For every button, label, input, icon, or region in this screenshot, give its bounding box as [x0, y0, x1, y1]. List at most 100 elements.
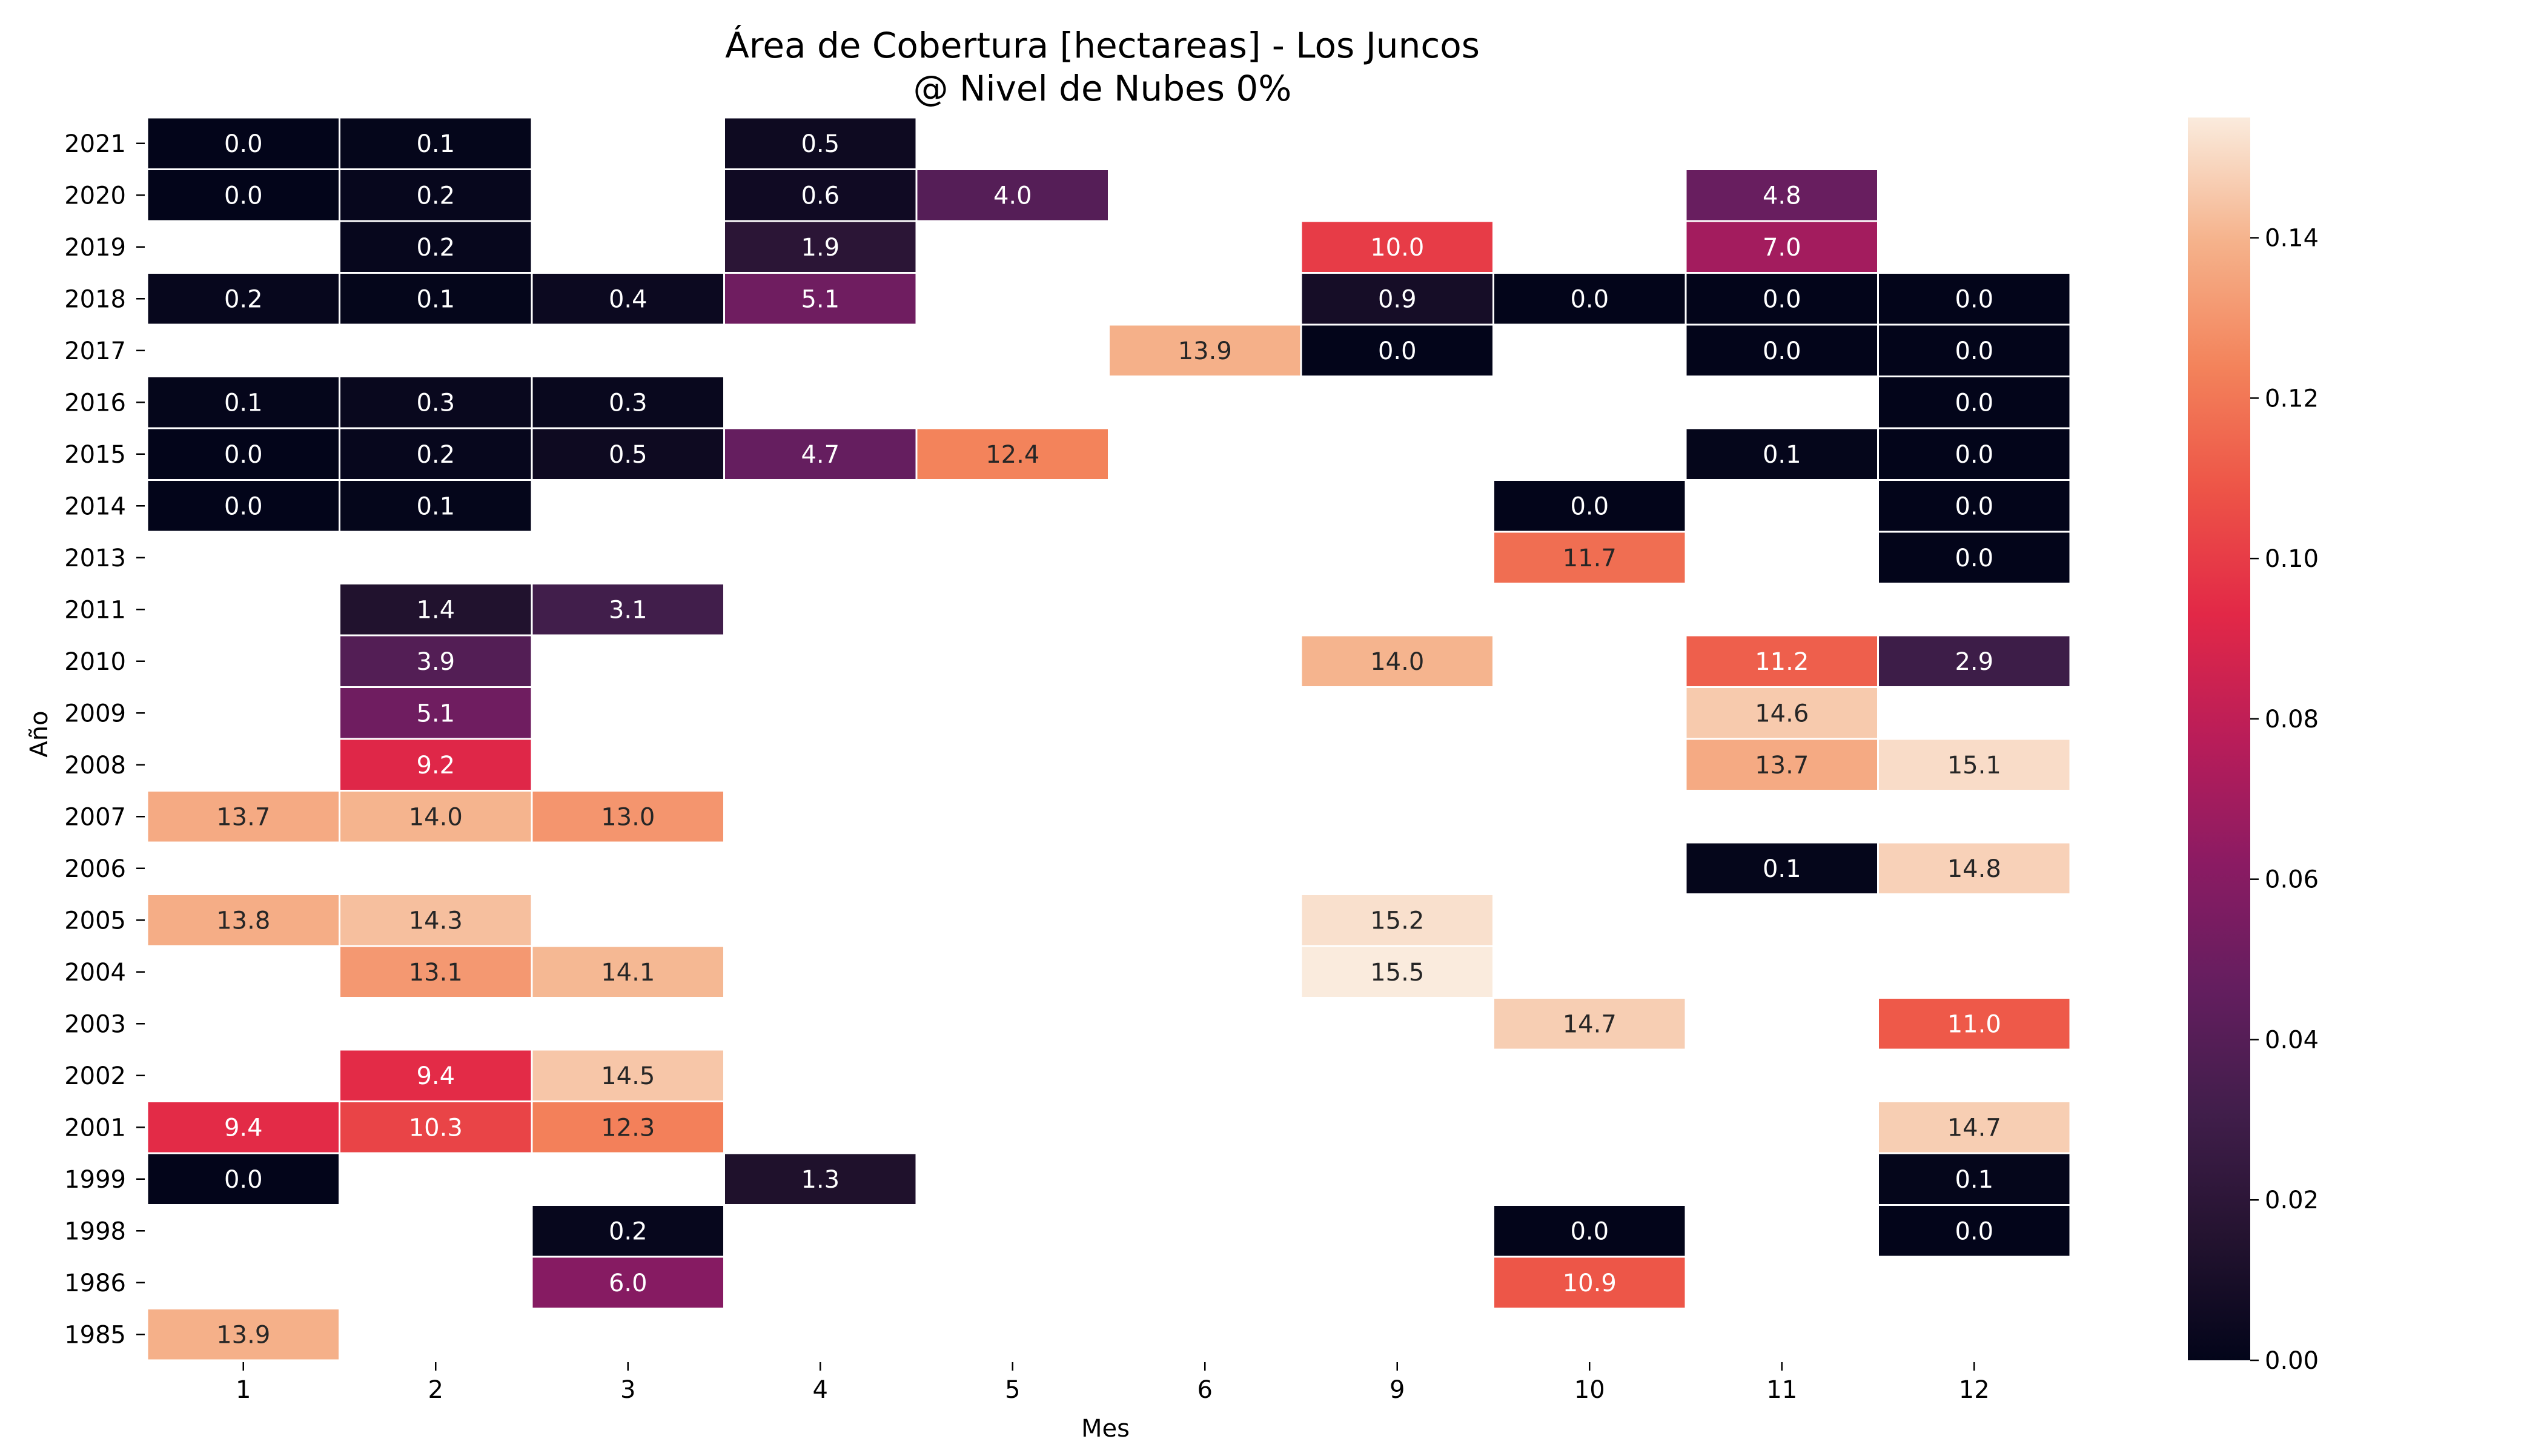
- cell-value-label: 12.4: [985, 441, 1039, 469]
- heatmap-cell: [1877, 1204, 2072, 1258]
- colorbar-ticks: 0.00 0.02 0.04 0.06 0.08 0.10 0.12 0.14: [2250, 225, 2319, 1375]
- cell-value-label: 3.9: [416, 648, 455, 676]
- heatmap-cell: [339, 893, 533, 947]
- cell-value-label: 10.3: [409, 1114, 463, 1142]
- y-tick-label: 2002: [64, 1062, 126, 1090]
- cell-value-label: 0.0: [1955, 337, 1993, 365]
- cell-value-label: 0.2: [609, 1217, 648, 1245]
- heatmap-cell: [339, 790, 533, 844]
- cell-value-label: 13.8: [216, 907, 270, 935]
- y-tick-label: 1998: [64, 1217, 126, 1245]
- heatmap-cell: [915, 168, 1110, 222]
- heatmap-cell: [339, 686, 533, 740]
- cell-value-label: 14.7: [1947, 1114, 2001, 1142]
- cell-value-label: 0.9: [1378, 285, 1417, 313]
- cell-value-label: 0.6: [801, 182, 840, 210]
- heatmap-cell: [146, 427, 340, 481]
- cell-value-label: 0.0: [1570, 285, 1609, 313]
- colorbar-tick-label: 0.08: [2265, 706, 2319, 733]
- cell-value-label: 0.1: [416, 285, 455, 313]
- cell-value-label: 14.0: [1370, 648, 1424, 676]
- heatmap-cell: [1877, 376, 2072, 429]
- cell-value-label: 0.2: [416, 234, 455, 262]
- colorbar: [2188, 117, 2250, 1360]
- x-tick-label: 5: [1005, 1376, 1020, 1404]
- heatmap-cell: [339, 738, 533, 792]
- y-tick-label: 2021: [64, 130, 126, 158]
- heatmap-cell: [339, 583, 533, 637]
- heatmap-cell: [1877, 1152, 2072, 1206]
- heatmap-cell: [723, 168, 918, 222]
- heatmap-cell: [146, 479, 340, 533]
- y-tick-label: 2009: [64, 700, 126, 727]
- cell-value-label: 14.7: [1563, 1010, 1617, 1038]
- y-tick-label: 2010: [64, 648, 126, 676]
- x-tick-label: 10: [1574, 1376, 1605, 1404]
- heatmap-cell: [1877, 997, 2072, 1051]
- cell-value-label: 0.1: [416, 492, 455, 520]
- heatmap-cell: [146, 1308, 340, 1362]
- cell-value-label: 0.0: [1955, 285, 1993, 313]
- y-tick-label: 1986: [64, 1269, 126, 1297]
- heatmap-cell: [146, 116, 340, 170]
- y-tick-label: 2004: [64, 959, 126, 987]
- cell-value-label: 0.0: [1955, 492, 1993, 520]
- heatmap-cell: [339, 479, 533, 533]
- heatmap-cell: [1684, 220, 1879, 274]
- cell-value-label: 0.0: [1763, 337, 1801, 365]
- heatmap-cell: [1300, 272, 1494, 326]
- cell-value-label: 0.3: [416, 389, 455, 417]
- heatmap-cell: [1300, 220, 1494, 274]
- heatmap-cell: [1684, 427, 1879, 481]
- heatmap-cell: [1492, 272, 1687, 326]
- heatmap-cell: [1684, 323, 1879, 377]
- x-tick-label: 11: [1766, 1376, 1797, 1404]
- cell-value-label: 1.3: [801, 1166, 840, 1194]
- y-tick-label: 2015: [64, 441, 126, 469]
- cell-value-label: 0.0: [1570, 492, 1609, 520]
- cell-value-label: 0.0: [224, 492, 263, 520]
- cell-value-label: 0.5: [609, 441, 648, 469]
- heatmap-cell: [1492, 1204, 1687, 1258]
- heatmap-cell: [531, 376, 725, 429]
- cell-value-label: 15.2: [1370, 907, 1424, 935]
- cell-value-label: 0.0: [1763, 285, 1801, 313]
- x-tick-label: 6: [1197, 1376, 1213, 1404]
- heatmap-cell: [339, 116, 533, 170]
- colorbar-tick-label: 0.10: [2265, 545, 2319, 573]
- y-tick-label: 2017: [64, 337, 126, 365]
- heatmap-cell: [146, 272, 340, 326]
- chart-title-line-1: Área de Cobertura [hectareas] - Los Junc…: [725, 24, 1480, 66]
- heatmap-cell: [531, 1256, 725, 1309]
- x-tick-label: 2: [428, 1376, 443, 1404]
- y-tick-label: 2007: [64, 803, 126, 831]
- heatmap-cell: [531, 1100, 725, 1154]
- heatmap-cell: [146, 1152, 340, 1206]
- heatmap-cell: [1877, 738, 2072, 792]
- chart-title-line-2: @ Nivel de Nubes 0%: [913, 68, 1292, 109]
- cell-value-label: 0.0: [1570, 1217, 1609, 1245]
- cell-value-label: 1.9: [801, 234, 840, 262]
- cell-value-label: 10.0: [1370, 234, 1424, 262]
- heatmap-cell: [531, 945, 725, 999]
- heatmap-cell: [1877, 479, 2072, 533]
- heatmap-cell: [1877, 841, 2072, 895]
- cell-value-label: 13.7: [1755, 752, 1809, 779]
- heatmap-cell: [1684, 686, 1879, 740]
- cell-value-label: 7.0: [1763, 234, 1801, 262]
- cell-value-label: 0.1: [224, 389, 263, 417]
- cell-value-label: 0.1: [1763, 441, 1801, 469]
- x-tick-label: 3: [620, 1376, 635, 1404]
- heatmap-cell: [1684, 272, 1879, 326]
- heatmap-cell: [339, 945, 533, 999]
- heatmap-cell: [339, 634, 533, 688]
- heatmap-cell: [1300, 945, 1494, 999]
- y-tick-label: 1999: [64, 1166, 126, 1194]
- heatmap-cell: [531, 1204, 725, 1258]
- x-axis-ticks: 1 2 3 4 5 6 9 10 11 12: [236, 1362, 1990, 1404]
- x-tick-label: 12: [1959, 1376, 1990, 1404]
- cell-value-label: 0.2: [224, 285, 263, 313]
- cell-value-label: 13.7: [216, 803, 270, 831]
